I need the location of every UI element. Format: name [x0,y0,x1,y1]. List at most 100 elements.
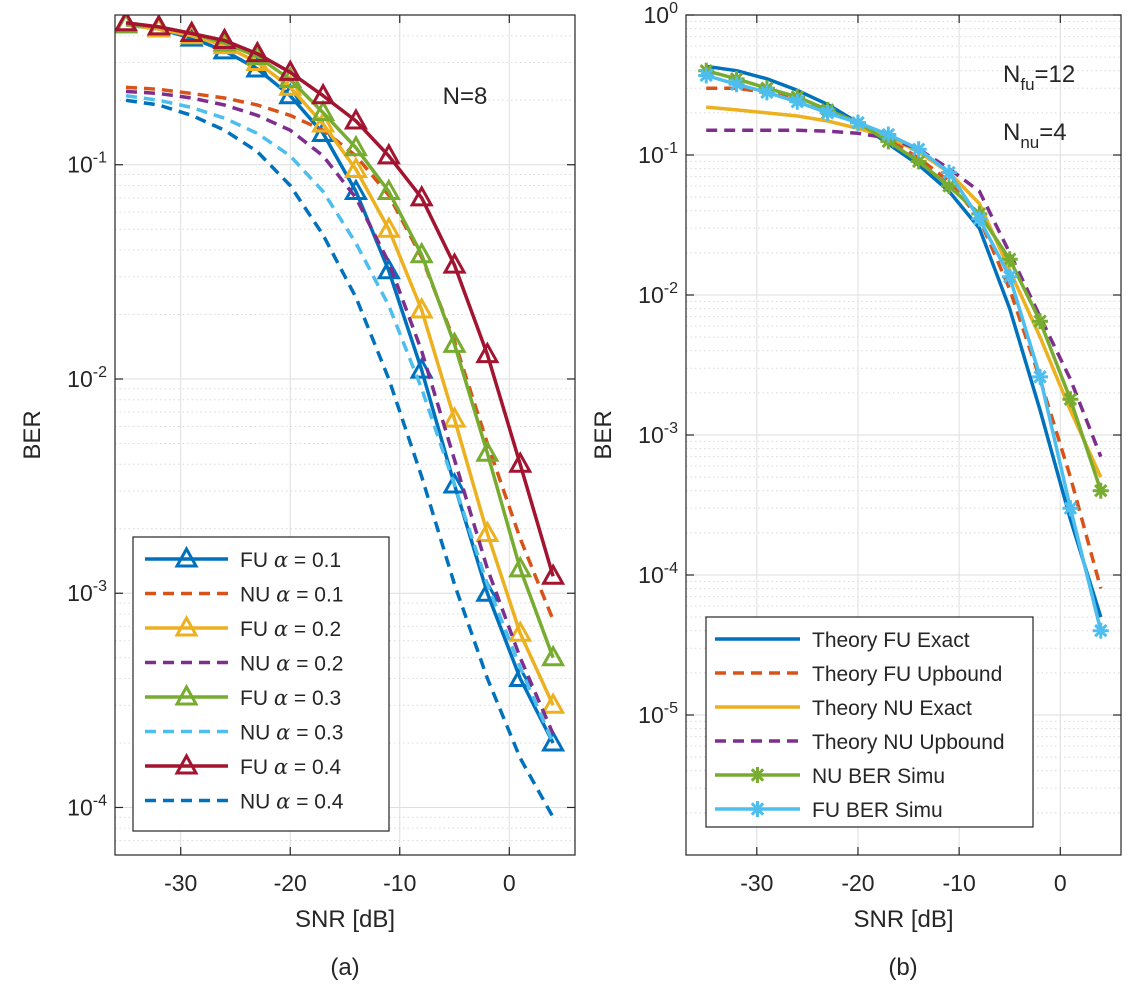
data-point-marker [442,471,467,494]
legend-marker [749,767,766,783]
data-point-marker [409,296,434,319]
legend-label: Theory FU Exact [812,629,970,652]
data-point-marker [1092,622,1109,639]
data-point-marker [728,76,745,93]
data-point-marker [758,84,775,101]
legend-item: NU BER Simu [715,765,945,788]
data-point-marker [541,644,566,667]
data-point-marker [311,82,336,105]
data-point-marker [146,15,171,36]
legend-label: FU α = 0.2 [240,617,341,641]
x-tick-label: 0 [1054,870,1067,896]
data-point-marker [212,27,237,50]
data-point-marker [849,114,866,131]
data-point-marker [311,110,336,133]
x-axis-label: SNR [dB] [853,906,953,933]
annotation: Nfu=12 [1003,61,1075,94]
x-tick-label: -10 [383,870,416,896]
data-point-marker [819,104,836,121]
y-tick-label: 10-4 [638,560,678,588]
legend-label: Theory FU Upbound [812,663,1002,686]
legend-label: FU α = 0.1 [240,548,341,572]
data-point-marker [910,141,927,158]
data-point-marker [409,184,434,207]
data-point-marker [1001,268,1018,285]
data-point-marker [442,405,467,428]
legend-item: NU α = 0.3 [145,721,344,745]
data-point-marker [475,520,500,543]
data-point-marker [442,252,467,274]
x-axis-label: SNR [dB] [295,906,395,933]
x-tick-label: 0 [503,870,516,896]
data-point-marker [1092,482,1109,499]
data-point-marker [376,142,401,165]
data-point-marker [311,99,336,122]
y-tick-label: 10-1 [67,150,107,178]
data-point-marker [508,555,533,578]
legend: FU α = 0.1 NU α = 0.1 FU α = 0.2 NU α = 0.2… [132,536,390,832]
data-point-marker [245,40,270,63]
y-tick-label: 10-3 [638,420,678,448]
legend-label: FU α = 0.3 [240,686,341,710]
data-point-marker [343,107,369,130]
data-point-marker [475,440,500,462]
data-point-marker [941,164,958,181]
series-line-6 [705,73,1103,632]
x-tick-label: -20 [274,870,307,896]
series-line-6 [125,93,555,744]
legend-label: NU α = 0.3 [240,721,344,745]
y-tick-label: 10-3 [67,578,107,606]
data-point-marker [1062,500,1079,517]
legend-item: FU BER Simu [715,799,943,822]
legend-item: FU α = 0.2 [145,614,341,641]
x-tick-label: -20 [841,870,874,896]
series-line-8 [125,98,555,819]
legend-label: NU α = 0.1 [240,583,344,607]
data-point-marker [1062,391,1079,408]
legend: Theory FU Exact Theory FU Upbound Theory N… [705,616,1034,828]
legend-label: NU BER Simu [812,765,945,788]
legend-label: FU BER Simu [812,799,943,822]
annotation: N=8 [443,83,488,110]
legend-label: FU α = 0.4 [240,755,341,779]
legend-item: Theory FU Exact [715,629,970,652]
data-point-marker [541,692,566,714]
y-tick-label: 10-2 [67,364,107,392]
y-axis-label: BER [590,410,617,459]
series-line-2 [125,85,555,621]
data-point-marker [508,620,533,642]
y-tick-label: 10-1 [638,140,678,168]
data-point-marker [1032,368,1049,385]
data-point-marker [376,216,401,238]
chart-panel-a: -30 -20 -10 0 10-4 10-3 10-2 10-1 SNR [dB] BER (a)… [19,14,576,981]
legend-item: FU α = 0.3 [145,683,341,710]
legend-marker [749,801,766,817]
legend-item: Theory NU Exact [715,697,972,720]
data-point-marker [941,178,958,195]
y-tick-label: 10-4 [67,792,107,820]
ticks: -30 -20 -10 0 10-5 10-4 10-3 10-2 10-1 100 [638,0,1121,896]
data-point-marker [343,156,369,179]
data-point-marker [508,451,533,473]
legend-label: NU α = 0.2 [240,652,344,676]
data-point-marker [278,59,303,81]
x-tick-label: -30 [740,870,773,896]
legend-box [132,536,390,832]
y-tick-label: 10-2 [638,280,678,308]
chart-panel-b: -30 -20 -10 0 10-5 10-4 10-3 10-2 10-1 100 SNR [dB… [590,0,1122,981]
data-point-marker [475,580,500,602]
data-point-marker [475,341,500,364]
legend-box [705,616,1034,828]
series-line-1 [705,64,1103,618]
series-group [698,62,1109,639]
y-axis-label: BER [19,410,46,459]
legend-item: Theory FU Upbound [715,663,1002,686]
panel-caption: (b) [888,954,917,981]
data-point-marker [343,134,369,157]
data-point-marker [442,331,467,353]
data-point-marker [910,153,927,170]
legend-item: NU α = 0.4 [145,790,344,814]
data-point-marker [789,93,806,110]
data-point-marker [698,67,715,84]
data-point-marker [376,178,401,201]
